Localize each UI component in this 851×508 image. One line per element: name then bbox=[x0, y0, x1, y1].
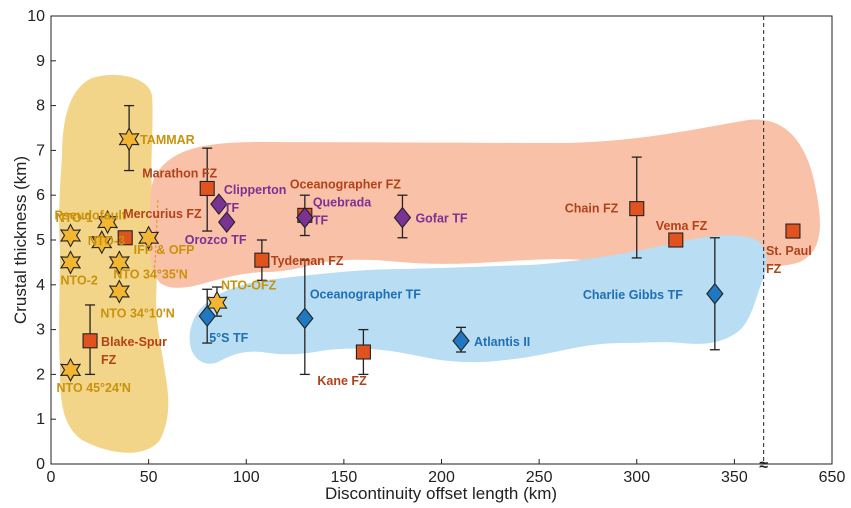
star-marker bbox=[97, 209, 119, 235]
square-marker bbox=[668, 232, 684, 248]
star-marker bbox=[108, 279, 130, 304]
y-tick-label: 2 bbox=[36, 366, 45, 383]
point-label: Oceanographer FZ bbox=[290, 177, 401, 191]
point-label: NTO-3 bbox=[88, 234, 125, 248]
diamond-marker bbox=[296, 307, 314, 330]
point-label: NTO 45°24'N bbox=[57, 381, 131, 395]
point-label: Chain FZ bbox=[565, 202, 619, 216]
star-marker bbox=[138, 225, 160, 250]
square-marker bbox=[785, 223, 801, 239]
star-marker bbox=[91, 230, 113, 255]
y-tick-label: 6 bbox=[36, 187, 45, 204]
point-label: Clipperton TF bbox=[224, 183, 286, 215]
diamond-marker bbox=[706, 282, 724, 305]
point-label: Gofar TF bbox=[415, 212, 467, 226]
star-marker bbox=[59, 223, 82, 248]
x-tick-label: 200 bbox=[428, 469, 455, 486]
point-label: NTO-1 bbox=[56, 211, 93, 225]
y-tick-label: 4 bbox=[36, 277, 45, 294]
square-marker bbox=[117, 230, 133, 246]
point-label: Atlantis II bbox=[474, 335, 530, 349]
y-tick-label: 10 bbox=[27, 8, 45, 25]
axis-break-marker: ≈ bbox=[759, 457, 768, 474]
point-label: Vema FZ bbox=[656, 219, 708, 233]
square-marker bbox=[254, 252, 270, 268]
diamond-marker bbox=[452, 329, 470, 352]
y-tick-label: 7 bbox=[36, 142, 45, 159]
point-label: Blake-Spur FZ bbox=[101, 335, 167, 367]
x-tick-label: 650 bbox=[819, 469, 846, 486]
x-tick-label: 150 bbox=[331, 469, 358, 486]
diamond-marker bbox=[393, 206, 412, 229]
point-label: IFP & OFP bbox=[134, 243, 195, 257]
diamond-marker bbox=[296, 206, 314, 229]
star-marker bbox=[206, 290, 228, 315]
blue-region bbox=[189, 235, 767, 364]
y-tick-label: 8 bbox=[36, 98, 45, 115]
y-tick-label: 5 bbox=[36, 232, 45, 249]
point-label: Pseudofault bbox=[55, 209, 127, 223]
point-label: Oceanographer TF bbox=[310, 287, 421, 301]
point-label: 5°S TF bbox=[209, 331, 248, 345]
point-label: NTO-2 bbox=[61, 273, 98, 287]
x-tick-label: 100 bbox=[233, 469, 260, 486]
square-marker bbox=[355, 344, 371, 360]
orange-region bbox=[149, 119, 820, 288]
point-label: Quebrada TF bbox=[313, 196, 372, 228]
diamond-marker bbox=[210, 193, 228, 216]
point-label: TAMMAR bbox=[140, 133, 195, 147]
y-tick-label: 1 bbox=[36, 411, 45, 428]
point-label: Marathon FZ bbox=[142, 166, 217, 180]
point-label: Kane FZ bbox=[317, 374, 367, 388]
y-tick-label: 0 bbox=[36, 456, 45, 473]
star-marker bbox=[59, 357, 82, 383]
point-label: Charlie Gibbs TF bbox=[583, 288, 683, 302]
diamond-marker bbox=[218, 211, 236, 233]
square-marker bbox=[629, 201, 645, 217]
point-label: NTO-OFZ bbox=[221, 279, 277, 293]
square-marker bbox=[82, 333, 98, 349]
y-axis-title: Crustal thickness (km) bbox=[11, 156, 30, 324]
point-label: NTO 34°10'N bbox=[100, 307, 174, 321]
x-tick-label: 50 bbox=[140, 469, 158, 486]
point-label: Tydeman FZ bbox=[271, 254, 344, 268]
x-tick-label: 300 bbox=[623, 469, 650, 486]
y-tick-label: 3 bbox=[36, 322, 45, 339]
point-label: St. Paul FZ bbox=[766, 244, 812, 276]
y-tick-label: 9 bbox=[36, 53, 45, 70]
point-label: Orozco TF bbox=[185, 233, 247, 247]
x-axis-title: Discontinuity offset length (km) bbox=[325, 484, 557, 503]
x-tick-label: 0 bbox=[47, 469, 56, 486]
point-label: NTO 34°35'N bbox=[113, 267, 187, 281]
star-marker bbox=[59, 250, 82, 275]
x-tick-label: 350 bbox=[721, 469, 748, 486]
yellow-dashed-boundary bbox=[153, 199, 159, 271]
x-tick-label: 250 bbox=[526, 469, 553, 486]
star-marker bbox=[108, 250, 130, 275]
diamond-marker bbox=[198, 305, 216, 328]
point-label: Mercurius FZ bbox=[123, 207, 202, 221]
star-marker bbox=[118, 127, 140, 152]
square-marker bbox=[199, 180, 215, 197]
